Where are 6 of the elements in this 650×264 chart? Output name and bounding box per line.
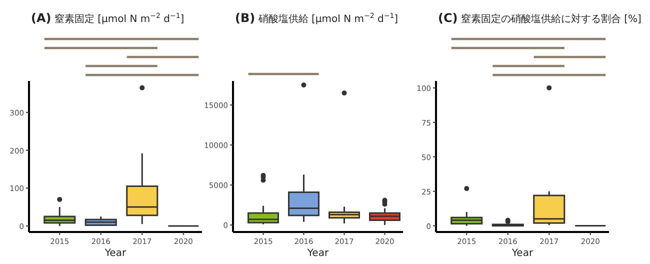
x-axis-title: Year [510,248,534,259]
chart-title: (C) 窒素固定の硝酸塩供給に対する割合 [%] [438,11,642,25]
x-axis-title: Year [306,248,330,259]
chart-title: (A) 窒素固定 [µmol N m$^{−2}$ d$^{−1}$] [31,11,184,25]
x-axis-title: Year [104,248,127,259]
chart-title: (B) 硝酸塩供給 [µmol N m$^{−2}$ d$^{−1}$] [235,11,398,25]
